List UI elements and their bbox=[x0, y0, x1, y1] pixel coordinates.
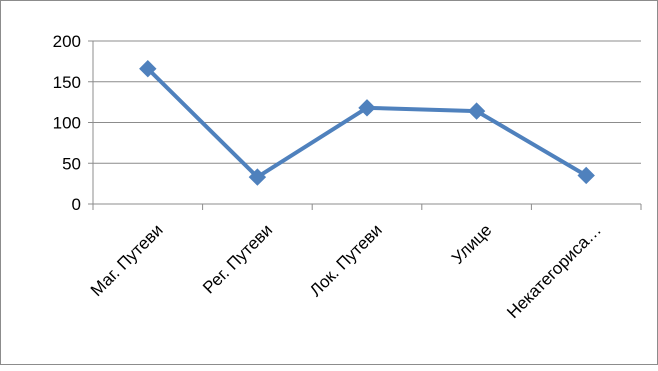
x-tick-label: Некатегориса… bbox=[503, 220, 605, 322]
y-tick-label: 150 bbox=[53, 73, 81, 92]
gridlines bbox=[93, 40, 641, 164]
y-tick-label: 200 bbox=[53, 32, 81, 51]
y-tick-label: 0 bbox=[72, 195, 81, 214]
data-point-marker bbox=[358, 99, 376, 117]
y-tick-label: 100 bbox=[53, 114, 81, 133]
data-point-marker bbox=[467, 102, 486, 120]
data-point-marker bbox=[577, 166, 595, 185]
data-point-marker bbox=[139, 60, 157, 78]
x-axis-tick-labels: Маг. Путеви Рег. Путеви Лок. Путеви Улице Не… bbox=[87, 220, 605, 322]
y-axis-tick-labels: 0 50 100 150 200 bbox=[53, 32, 81, 214]
data-series bbox=[139, 60, 595, 186]
x-tick-label: Улице bbox=[448, 220, 495, 267]
x-tick-label: Рег. Путеви bbox=[199, 220, 276, 297]
axes bbox=[88, 40, 642, 210]
x-tick-label: Лок. Путеви bbox=[306, 220, 386, 300]
data-point-marker bbox=[248, 168, 267, 186]
x-tick-label: Маг. Путеви bbox=[87, 220, 167, 300]
y-tick-label: 50 bbox=[62, 154, 81, 173]
